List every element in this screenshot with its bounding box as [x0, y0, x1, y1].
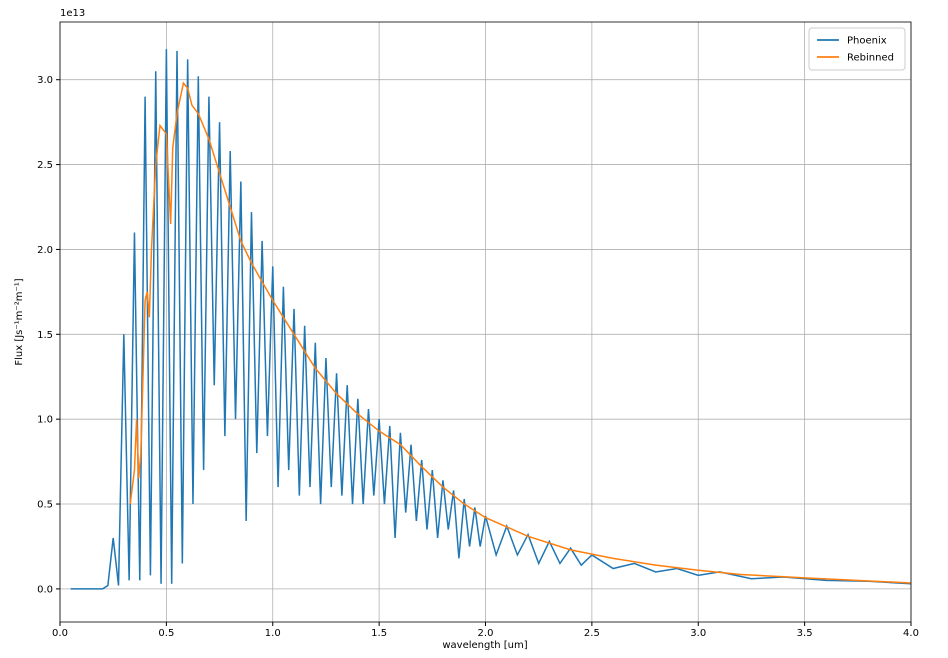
y-tick-label: 1.5 — [37, 330, 53, 341]
y-offset-label: 1e13 — [60, 8, 85, 19]
x-tick-label: 0.0 — [52, 628, 68, 639]
x-tick-label: 2.0 — [478, 628, 494, 639]
y-axis-label: Flux [Js⁻¹m⁻²m⁻¹] — [14, 278, 25, 365]
y-tick-label: 2.0 — [37, 245, 53, 256]
x-axis-label: wavelength [um] — [442, 640, 527, 651]
x-tick-label: 3.0 — [690, 628, 706, 639]
series-line — [129, 81, 911, 584]
y-tick-label: 2.5 — [37, 160, 53, 171]
series-line — [70, 49, 911, 590]
y-tick-label: 1.0 — [37, 415, 53, 426]
y-tick-label: 0.0 — [37, 584, 53, 595]
y-tick-label: 3.0 — [37, 75, 53, 86]
legend-box — [808, 27, 906, 71]
x-tick-label: 4.0 — [903, 628, 919, 639]
x-tick-label: 0.5 — [158, 628, 174, 639]
legend-label: Rebinned — [847, 53, 894, 64]
x-tick-label: 1.5 — [371, 628, 387, 639]
plot-frame — [59, 21, 912, 623]
x-tick-label: 1.0 — [265, 628, 281, 639]
legend-label: Phoenix — [847, 36, 887, 47]
x-tick-label: 3.5 — [797, 628, 813, 639]
y-tick-label: 0.5 — [37, 500, 53, 511]
x-tick-label: 2.5 — [584, 628, 600, 639]
